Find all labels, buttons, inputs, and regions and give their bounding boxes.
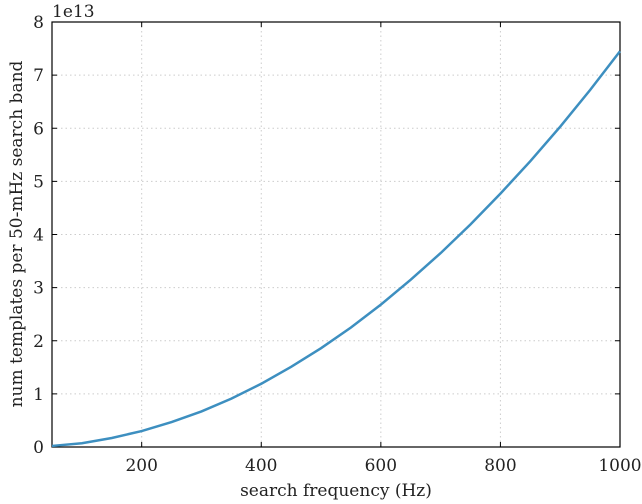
y-tick-label: 1 <box>33 385 44 405</box>
x-tick-label: 200 <box>125 456 157 476</box>
x-tick-label: 400 <box>245 456 277 476</box>
line-series <box>51 50 621 448</box>
x-axis-label: search frequency (Hz) <box>240 481 432 501</box>
y-axis-label: num templates per 50-mHz search band <box>7 60 27 407</box>
y-tick-label: 8 <box>33 13 44 33</box>
y-offset-label: 1e13 <box>52 2 95 22</box>
y-tick-label: 5 <box>33 172 44 192</box>
y-tick-label: 2 <box>33 332 44 352</box>
y-tick-label: 6 <box>33 119 44 139</box>
plot-frame <box>51 21 621 448</box>
x-tick-label: 600 <box>365 456 397 476</box>
x-tick-label: 800 <box>484 456 516 476</box>
y-tick-label: 3 <box>33 279 44 299</box>
y-tick-label: 7 <box>33 66 44 86</box>
x-tick-label: 1000 <box>598 456 641 476</box>
y-tick-label: 0 <box>33 438 44 458</box>
y-tick-label: 4 <box>33 226 44 246</box>
